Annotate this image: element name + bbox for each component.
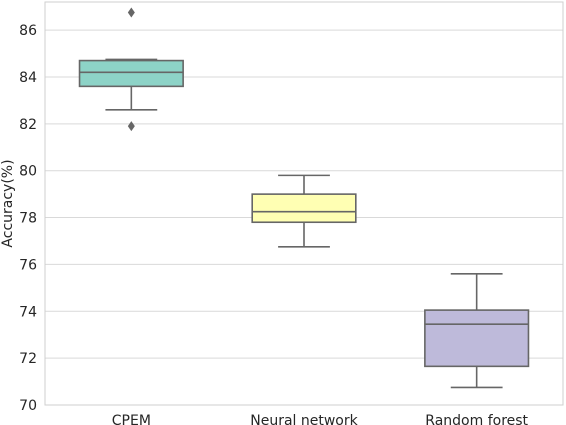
y-tick-label-84: 84 — [19, 70, 37, 86]
y-axis-label: Accuracy(%) — [0, 159, 16, 247]
x-tick-label-2: Neural network — [250, 413, 358, 425]
box-group-2 — [251, 174, 357, 248]
box-group-1 — [78, 7, 184, 132]
box-group-3 — [424, 272, 530, 389]
y-axis-ticks: 70 72 74 76 78 80 82 84 86 — [19, 23, 37, 414]
y-tick-label-74: 74 — [19, 304, 37, 320]
box-iqr — [251, 193, 357, 224]
y-tick-label-72: 72 — [19, 351, 37, 367]
box-iqr — [78, 59, 184, 88]
y-tick-label-76: 76 — [19, 257, 37, 273]
y-tick-label-82: 82 — [19, 117, 37, 133]
boxes — [78, 7, 530, 389]
y-tick-label-86: 86 — [19, 23, 37, 39]
box-iqr — [424, 309, 530, 368]
y-tick-label-78: 78 — [19, 211, 37, 227]
x-tick-label-3: Random forest — [425, 413, 528, 425]
y-tick-label-80: 80 — [19, 164, 37, 180]
x-tick-label-1: CPEM — [112, 413, 151, 425]
x-axis-ticks: CPEM Neural network Random forest — [112, 413, 529, 425]
plot-frame — [44, 1, 564, 406]
outlier-point-1 — [127, 7, 135, 18]
y-tick-label-70: 70 — [19, 398, 37, 414]
outlier-point-2 — [127, 121, 135, 132]
